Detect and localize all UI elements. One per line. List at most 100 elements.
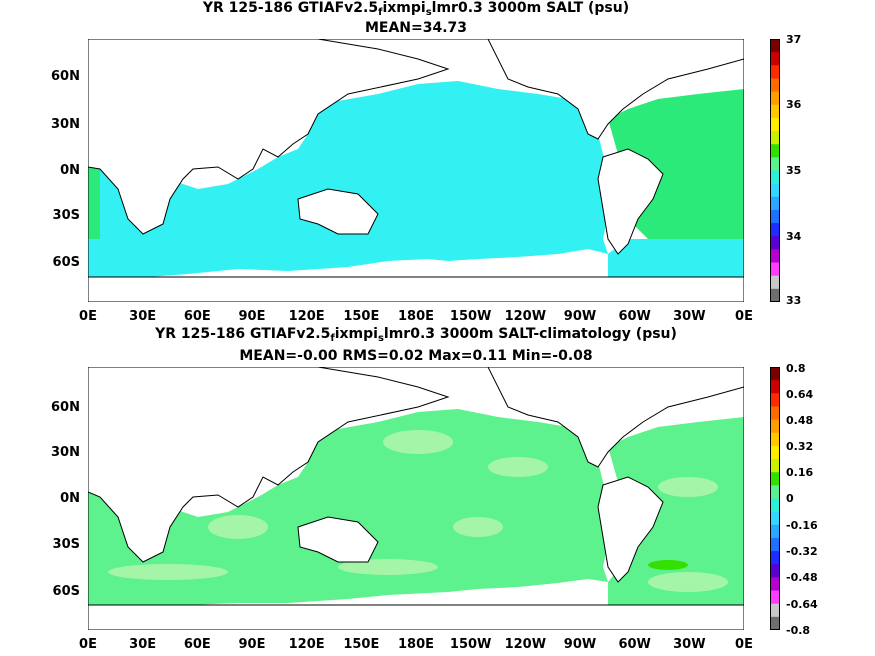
salinity-anomaly-map (88, 367, 744, 630)
colorbar-swatch (770, 367, 780, 381)
cbar2-label-6: -0.16 (786, 519, 818, 532)
colorbar-swatch (770, 170, 780, 185)
cbar2-label-7: -0.32 (786, 545, 818, 558)
colorbar-swatch (770, 590, 780, 605)
cbar2-label-5: 0 (786, 492, 794, 505)
colorbar-swatch (770, 459, 780, 473)
colorbar-swatch (770, 432, 780, 447)
colorbar-swatch (770, 603, 780, 618)
colorbar-swatch (770, 91, 780, 106)
lon-label: 150W (449, 637, 492, 652)
colorbar-swatch (770, 52, 780, 66)
lon-label: 60W (618, 309, 651, 324)
p2-lat-30s: 30S (52, 537, 80, 552)
panel1-title: YR 125-186 GTIAFv2.5fixmpislmr0.3 3000m … (202, 0, 630, 18)
colorbar-swatch (770, 131, 780, 145)
lon-label: 0E (79, 309, 97, 324)
lon-label: 150E (343, 637, 380, 652)
lon-label: 60E (183, 309, 211, 324)
colorbar-swatch (770, 577, 780, 592)
colorbar-swatch (770, 157, 780, 171)
colorbar-swatch (770, 39, 780, 53)
colorbar-swatch (770, 183, 780, 198)
colorbar-swatch (770, 445, 780, 460)
p2-lat-60s: 60S (52, 584, 80, 599)
lon-label: 0E (735, 309, 753, 324)
cbar2-label-10: -0.8 (786, 624, 811, 637)
colorbar-swatch (770, 380, 780, 394)
colorbar-swatch (770, 524, 780, 539)
north-america (487, 39, 744, 140)
lon-label: 180E (397, 309, 435, 324)
p1-lat-30n: 30N (51, 117, 80, 132)
panel2-title: YR 125-186 GTIAFv2.5fixmpislmr0.3 3000m … (155, 326, 677, 344)
colorbar-swatch (770, 117, 780, 132)
colorbar-swatch (770, 511, 780, 526)
lon-label: 60W (618, 637, 651, 652)
colorbar-swatch (770, 564, 780, 578)
panel1-colorbar (770, 39, 780, 302)
salinity-map (88, 39, 744, 302)
colorbar-swatch (770, 472, 780, 486)
colorbar-swatch (770, 223, 780, 237)
cbar1-label-33: 33 (786, 294, 802, 307)
colorbar-swatch (770, 419, 780, 434)
lon-label: 0E (79, 637, 97, 652)
colorbar-swatch (770, 262, 780, 277)
lon-label: 120E (288, 637, 325, 652)
colorbar-swatch (770, 616, 780, 630)
australia (297, 188, 379, 235)
colorbar-swatch (770, 551, 780, 565)
colorbar-swatch (770, 144, 780, 158)
lon-label: 90E (238, 309, 266, 324)
colorbar-swatch (770, 275, 780, 290)
colorbar-swatch (770, 196, 780, 211)
cbar1-label-35: 35 (786, 164, 802, 177)
panel2-subtitle: MEAN=-0.00 RMS=0.02 Max=0.11 Min=-0.08 (239, 348, 593, 364)
lon-label: 150W (449, 309, 492, 324)
lon-label: 90W (563, 309, 597, 324)
cbar2-label-1: 0.64 (786, 388, 814, 401)
eurasia-africa (88, 39, 450, 235)
lon-label: 180E (397, 637, 435, 652)
cbar2-label-4: 0.16 (786, 466, 814, 479)
p1-lat-60s: 60S (52, 255, 80, 270)
colorbar-swatch (770, 288, 780, 302)
cbar2-label-2: 0.48 (786, 414, 814, 427)
south-america (597, 148, 664, 255)
lon-label: 90W (563, 637, 597, 652)
lon-label: 120W (504, 637, 547, 652)
p1-lat-60n: 60N (51, 69, 80, 84)
lon-label: 30W (673, 309, 706, 324)
colorbar-swatch (770, 209, 780, 224)
colorbar-swatch (770, 537, 780, 552)
p1-lat-0n: 0N (60, 163, 80, 178)
cbar2-label-0: 0.8 (786, 362, 806, 375)
cbar1-label-34: 34 (786, 230, 802, 243)
lon-label: 30E (129, 309, 157, 324)
atlantic-ocean-anom (608, 417, 744, 605)
lon-label: 30E (129, 637, 157, 652)
p2-lat-0n: 0N (60, 491, 80, 506)
colorbar-swatch (770, 498, 780, 513)
lon-label: 120W (504, 309, 547, 324)
colorbar-swatch (770, 236, 780, 250)
colorbar-swatch (770, 65, 780, 79)
cbar2-label-3: 0.32 (786, 440, 814, 453)
pacific-indian-ocean-anom (88, 409, 613, 605)
p1-lat-30s: 30S (52, 208, 80, 223)
colorbar-swatch (770, 249, 780, 264)
lon-label: 60E (183, 637, 211, 652)
lon-label: 0E (735, 637, 753, 652)
pacific-indian-ocean (88, 81, 613, 277)
lon-label: 90E (238, 637, 266, 652)
cbar1-label-37: 37 (786, 33, 802, 46)
lon-label: 120E (288, 309, 325, 324)
colorbar-swatch (770, 104, 780, 119)
colorbar-swatch (770, 485, 780, 499)
colorbar-swatch (770, 78, 780, 93)
lon-label: 150E (343, 309, 380, 324)
panel2-colorbar (770, 367, 780, 630)
p2-lat-30n: 30N (51, 445, 80, 460)
west-edge-high (88, 164, 100, 239)
